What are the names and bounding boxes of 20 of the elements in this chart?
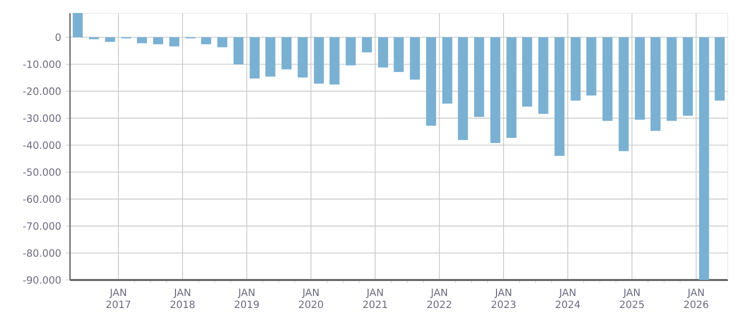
y-tick-label: -40.000 <box>23 141 61 149</box>
y-tick-label: -80.000 <box>23 249 61 257</box>
x-tick-label: JAN 2020 <box>298 288 324 308</box>
x-tick-label: JAN 2017 <box>106 288 130 308</box>
y-tick-label: 0 <box>56 33 61 42</box>
x-tick-label: JAN 2019 <box>234 288 259 308</box>
x-tick-label: JAN 2018 <box>170 288 195 308</box>
y-tick-label: -10.000 <box>23 60 61 68</box>
y-tick-label: -70.000 <box>23 222 61 230</box>
x-tick-label: JAN 2022 <box>427 288 452 308</box>
x-tick-label: JAN 2024 <box>556 288 580 308</box>
x-tick-label: JAN 2025 <box>620 288 644 308</box>
y-tick-label: -30.000 <box>23 114 61 122</box>
x-tick-label: JAN 2026 <box>684 288 708 308</box>
y-tick-label: -60.000 <box>23 195 61 203</box>
y-tick-label: -90.000 <box>23 276 61 284</box>
y-tick-label: -50.000 <box>23 168 61 176</box>
x-tick-label: JAN 2021 <box>363 288 387 308</box>
x-tick-label: JAN 2023 <box>492 288 516 308</box>
y-tick-label: -20.000 <box>23 87 61 95</box>
